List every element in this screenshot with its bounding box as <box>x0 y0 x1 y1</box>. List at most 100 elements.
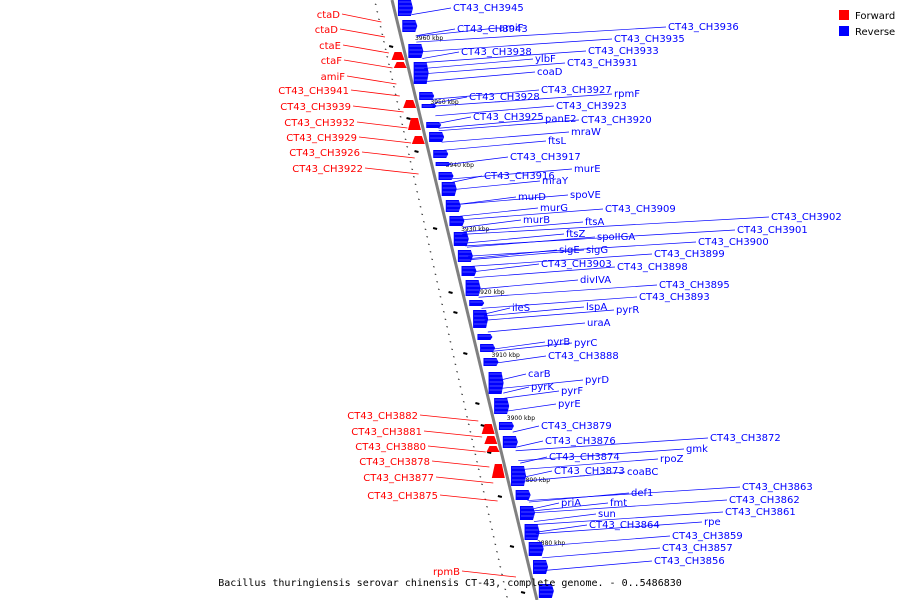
reverse-gene-label: CT43_CH3901 <box>737 225 808 236</box>
forward-gene-label: CT43_CH3880 <box>355 442 426 453</box>
track-tick <box>414 183 417 186</box>
reverse-leader <box>423 58 534 69</box>
reverse-leader <box>545 560 653 571</box>
reverse-leader <box>453 180 541 190</box>
reverse-gene-label: sun <box>598 509 616 520</box>
reverse-leader <box>416 26 667 43</box>
reverse-gene-arrow <box>498 422 514 430</box>
track-tick <box>417 198 420 201</box>
track-tick <box>454 363 457 366</box>
forward-gene-arrow <box>393 62 407 68</box>
reverse-leader <box>465 229 736 247</box>
scale-label: 3920 kbp <box>476 289 504 296</box>
reverse-gene-arrow <box>494 398 510 414</box>
reverse-leader <box>416 27 498 37</box>
track-tick <box>422 221 425 223</box>
reverse-gene-arrow <box>538 584 554 598</box>
reverse-leader <box>539 535 671 547</box>
reverse-gene-label: ftsZ <box>566 229 585 240</box>
track-tick <box>416 191 419 193</box>
reverse-leader <box>520 456 548 464</box>
reverse-leader <box>527 486 741 501</box>
reverse-gene-label: ftsA <box>585 217 604 228</box>
track-tick <box>499 566 502 568</box>
forward-leader <box>364 167 419 175</box>
reverse-leader <box>447 156 509 165</box>
forward-gene-arrow <box>481 424 495 434</box>
track-tick <box>374 3 377 6</box>
reverse-leader <box>484 307 511 315</box>
reverse-leader <box>512 425 540 433</box>
track-tick <box>482 491 485 493</box>
scale-label: 3880 kbp <box>537 540 565 547</box>
reverse-leader <box>503 386 530 394</box>
track-tick <box>457 378 460 381</box>
track-tick <box>429 251 432 253</box>
reverse-leader <box>435 105 555 117</box>
reverse-leader <box>433 96 468 104</box>
track-tick <box>404 138 407 141</box>
reverse-leader <box>424 62 566 75</box>
reverse-leader <box>518 448 685 462</box>
reverse-gene-label: CT43_CH3861 <box>725 507 796 518</box>
reverse-gene-label: sigG <box>586 245 608 256</box>
reverse-swatch <box>839 26 849 36</box>
track-tick <box>391 78 394 81</box>
track-tick <box>424 228 427 231</box>
reverse-gene-label: CT43_CH3864 <box>589 520 660 531</box>
reverse-gene-label: CT43_CH3872 <box>710 433 781 444</box>
reverse-gene-label: CT43_CH3925 <box>473 112 544 123</box>
reverse-leader <box>504 390 560 399</box>
reverse-gene-label: coaD <box>537 67 563 78</box>
reverse-gene-label: CT43_CH3902 <box>771 212 842 223</box>
track-tick <box>462 401 465 403</box>
reverse-leader <box>466 233 565 244</box>
reverse-leader <box>470 249 558 259</box>
reverse-leader <box>495 355 547 364</box>
reverse-gene-label: priA <box>561 498 581 509</box>
reverse-gene-label: pyrK <box>531 382 554 393</box>
reverse-leader <box>438 119 580 132</box>
reverse-gene-label: pyrF <box>561 386 583 397</box>
reverse-gene-label: CT43_CH3936 <box>668 22 739 33</box>
track-tick <box>504 588 507 591</box>
reverse-gene-label: CT43_CH3898 <box>617 262 688 273</box>
reverse-gene-arrow <box>426 122 442 128</box>
reverse-gene-label: CT43_CH3928 <box>469 92 540 103</box>
reverse-leader <box>484 309 615 321</box>
forward-gene-label: amiF <box>321 72 346 83</box>
reverse-gene-label: lspA <box>586 302 607 313</box>
legend-forward: Forward <box>839 10 895 22</box>
reverse-gene-label: pyrB <box>547 337 570 348</box>
reverse-leader <box>533 511 724 526</box>
track-tick <box>441 303 444 306</box>
reverse-gene-label: CT43_CH3943 <box>457 24 528 35</box>
forward-gene-label: ctaD <box>317 10 341 21</box>
forward-gene-label: CT43_CH3922 <box>292 164 363 175</box>
track-tick <box>496 551 498 553</box>
forward-gene-label: CT43_CH3875 <box>367 491 438 502</box>
reverse-leader <box>411 7 452 15</box>
reverse-leader <box>468 241 697 257</box>
reverse-leader <box>530 499 728 514</box>
reverse-leader <box>523 471 626 482</box>
track-tick <box>437 288 440 291</box>
reverse-leader <box>457 196 517 205</box>
reverse-gene-label: pyrC <box>574 338 597 349</box>
reverse-leader <box>520 458 659 470</box>
reverse-gene-label: murG <box>540 203 568 214</box>
scale-tick <box>520 591 526 594</box>
reverse-gene-label: coaBC <box>627 467 658 478</box>
reverse-gene-arrow <box>469 300 485 306</box>
forward-gene-arrow <box>391 52 405 60</box>
reverse-leader <box>443 140 547 151</box>
reverse-gene-label: CT43_CH3862 <box>729 495 800 506</box>
reverse-gene-label: CT43_CH3909 <box>605 204 676 215</box>
forward-gene-label: ctaD <box>315 25 339 36</box>
forward-leader <box>358 136 412 144</box>
track-tick <box>407 153 410 156</box>
reverse-leader <box>462 216 770 235</box>
reverse-leader <box>452 175 483 183</box>
reverse-gene-arrow <box>533 560 549 574</box>
scale-tick <box>475 402 480 405</box>
